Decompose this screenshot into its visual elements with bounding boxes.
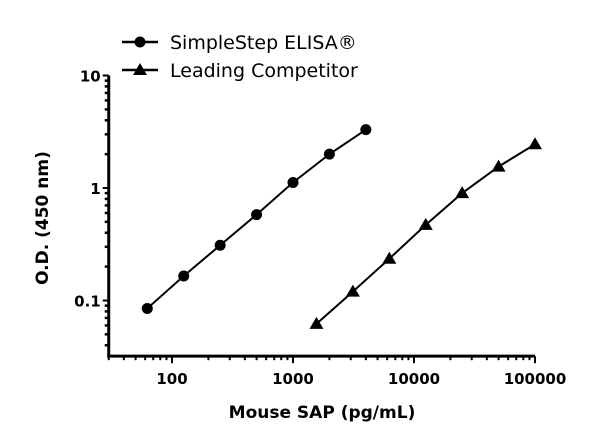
data-point xyxy=(418,217,433,230)
y-axis-title: O.D. (450 nm) xyxy=(33,151,53,285)
axes: 100 1000 10000 100000 0.1 1 10 xyxy=(74,68,566,389)
data-point xyxy=(455,186,470,199)
y-tick-label: 1 xyxy=(90,180,100,198)
y-tick-label: 0.1 xyxy=(74,293,101,311)
data-point xyxy=(178,270,190,282)
x-axis-title: Mouse SAP (pg/mL) xyxy=(229,403,416,423)
data-point xyxy=(287,176,299,188)
data-point xyxy=(382,251,397,264)
data-point xyxy=(491,159,506,172)
data-point xyxy=(251,209,263,221)
circle-marker-icon xyxy=(134,36,146,48)
data-point xyxy=(323,148,335,160)
triangle-marker-icon xyxy=(133,63,147,75)
x-tick-label: 1000 xyxy=(272,370,314,388)
legend-label: Leading Competitor xyxy=(170,60,358,82)
series-leading-competitor xyxy=(309,137,542,329)
y-tick-label: 10 xyxy=(80,68,101,86)
data-point xyxy=(360,124,372,136)
legend-label: SimpleStep ELISA® xyxy=(170,32,357,54)
data-point xyxy=(214,239,226,251)
data-point xyxy=(345,284,360,297)
legend: SimpleStep ELISA® Leading Competitor xyxy=(122,32,358,82)
series-group xyxy=(141,124,542,329)
x-tick-label: 100 xyxy=(156,370,187,388)
legend-item: SimpleStep ELISA® xyxy=(122,32,357,54)
legend-item: Leading Competitor xyxy=(122,60,358,82)
x-tick-label: 10000 xyxy=(388,370,440,388)
x-tick-label: 100000 xyxy=(504,370,567,388)
series-simplestep-elisa xyxy=(141,124,372,314)
data-point xyxy=(309,316,324,329)
data-point xyxy=(528,137,542,150)
data-point xyxy=(141,302,153,314)
